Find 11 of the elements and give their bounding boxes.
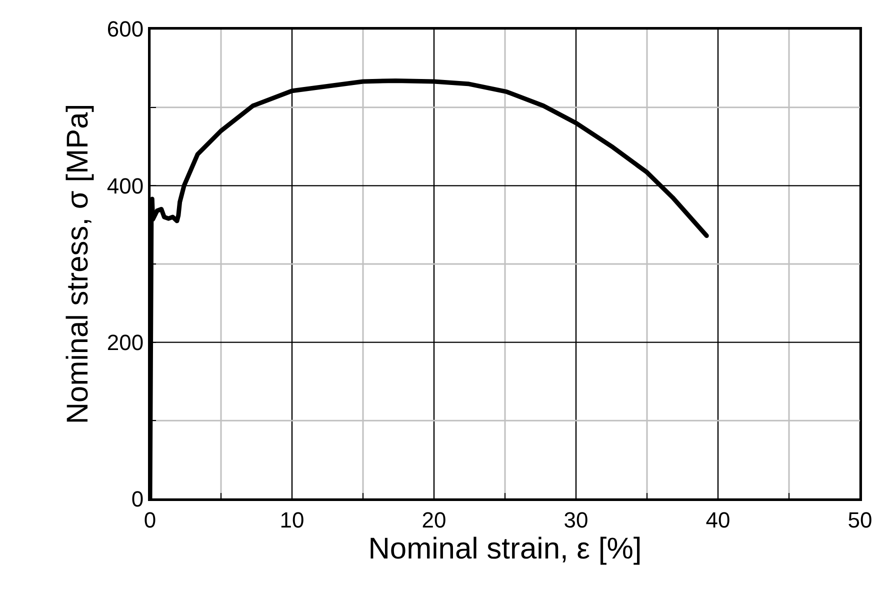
y-axis-title: Nominal stress, σ [MPa] [61,104,94,424]
y-tick-label: 400 [106,173,144,198]
y-tick-label: 600 [106,16,144,42]
x-axis-title: Nominal strain, ε [%] [368,532,642,566]
x-tick-label: 10 [280,507,304,532]
x-tick-label: 20 [422,507,446,532]
x-tick-label: 40 [706,507,730,532]
x-tick-label: 30 [564,507,588,532]
x-tick-label: 50 [848,507,872,532]
y-tick-label: 200 [106,330,144,356]
y-tick-label: 0 [131,486,144,512]
